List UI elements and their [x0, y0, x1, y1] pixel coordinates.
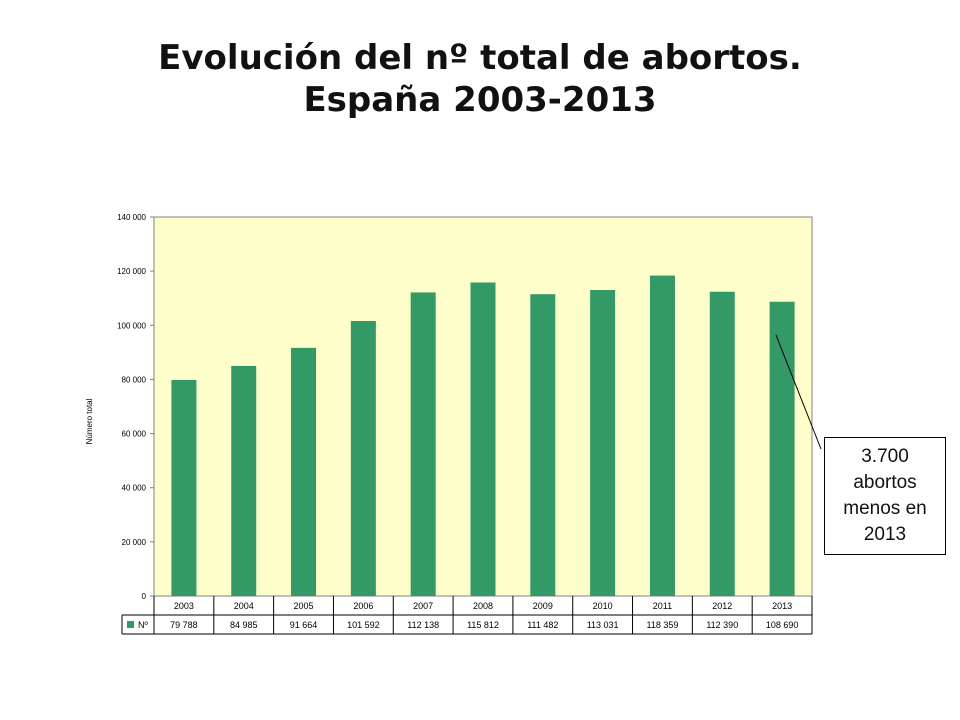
- data-label: 79 788: [170, 620, 198, 630]
- x-tick-label: 2011: [653, 601, 672, 611]
- x-tick-label: 2004: [234, 601, 254, 611]
- data-label: 108 690: [766, 620, 799, 630]
- x-tick-label: 2010: [593, 601, 613, 611]
- bar: [231, 365, 257, 596]
- x-tick-label: 2005: [294, 601, 314, 611]
- x-tick-label: 2009: [533, 601, 553, 611]
- data-label: 115 812: [467, 620, 499, 630]
- y-tick-label: 0: [142, 592, 147, 601]
- data-label: 112 390: [706, 620, 738, 630]
- data-label: 118 359: [647, 620, 679, 630]
- bar: [171, 380, 197, 596]
- y-tick-label: 120 000: [117, 267, 146, 276]
- data-label: 111 482: [527, 620, 558, 630]
- y-tick-label: 40 000: [122, 484, 147, 493]
- x-tick-label: 2008: [473, 601, 493, 611]
- y-tick-label: 100 000: [117, 321, 146, 330]
- bar: [470, 282, 496, 596]
- callout-box: 3.700 abortos menos en 2013: [824, 437, 946, 555]
- bar: [649, 275, 675, 596]
- y-tick-label: 140 000: [117, 213, 146, 222]
- y-tick-label: 60 000: [122, 430, 147, 439]
- chart-title-line-2: España 2003-2013: [303, 80, 657, 120]
- bar: [590, 290, 616, 596]
- bar: [530, 294, 556, 596]
- data-label: 101 592: [347, 620, 380, 630]
- y-tick-label: 80 000: [122, 375, 147, 384]
- bar: [410, 292, 436, 596]
- y-axis-title: Número total: [85, 398, 94, 444]
- chart-title-line-1: Evolución del nº total de abortos.: [158, 38, 802, 78]
- data-label: 112 138: [407, 620, 439, 630]
- data-label: 84 985: [230, 620, 258, 630]
- x-tick-label: 2003: [174, 601, 194, 611]
- bar: [350, 320, 376, 596]
- callout-leader-line: [775, 334, 822, 450]
- x-tick-label: 2013: [772, 601, 792, 611]
- y-tick-label: 20 000: [122, 538, 147, 547]
- data-label: 91 664: [290, 620, 318, 630]
- x-tick-label: 2007: [413, 601, 433, 611]
- bar: [769, 301, 795, 596]
- bar: [291, 347, 317, 596]
- x-tick-label: 2006: [353, 601, 373, 611]
- legend-label: Nº: [138, 620, 148, 630]
- bar: [709, 291, 735, 596]
- legend-swatch: [127, 621, 134, 628]
- x-tick-label: 2012: [712, 601, 732, 611]
- data-label: 113 031: [587, 620, 619, 630]
